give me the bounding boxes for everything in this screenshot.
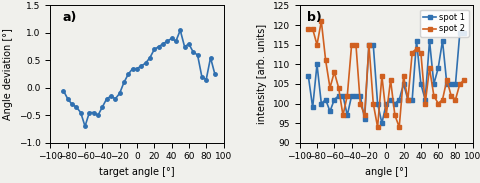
spot 2	[431, 95, 437, 97]
spot 2	[409, 51, 415, 54]
spot 2	[414, 48, 420, 50]
spot 2	[349, 44, 355, 46]
spot 1	[414, 40, 420, 42]
spot 2	[396, 126, 402, 128]
spot 2	[392, 114, 398, 116]
spot 1	[396, 98, 402, 101]
spot 2	[422, 102, 428, 105]
spot 2	[340, 114, 346, 116]
spot 1	[345, 114, 350, 116]
spot 1	[453, 83, 458, 85]
spot 1	[461, 32, 467, 34]
spot 2	[366, 44, 372, 46]
spot 2	[461, 79, 467, 81]
spot 1	[405, 98, 411, 101]
spot 2	[401, 75, 407, 77]
spot 1	[379, 122, 385, 124]
spot 1	[318, 102, 324, 105]
spot 1	[340, 95, 346, 97]
spot 1	[371, 44, 376, 46]
spot 1	[392, 102, 398, 105]
spot 1	[305, 75, 311, 77]
spot 1	[448, 83, 454, 85]
spot 2	[314, 44, 320, 46]
spot 1	[310, 106, 315, 109]
Y-axis label: Angle deviation [°]: Angle deviation [°]	[3, 28, 13, 120]
spot 2	[305, 28, 311, 30]
spot 1	[323, 98, 328, 101]
Text: b): b)	[307, 11, 321, 24]
spot 2	[358, 102, 363, 105]
spot 2	[310, 28, 315, 30]
spot 1	[444, 83, 450, 85]
spot 2	[362, 114, 368, 116]
spot 2	[405, 98, 411, 101]
spot 1	[427, 40, 432, 42]
spot 1	[422, 98, 428, 101]
spot 2	[440, 98, 445, 101]
spot 2	[435, 102, 441, 105]
spot 1	[388, 98, 394, 101]
spot 1	[353, 95, 359, 97]
spot 2	[384, 114, 389, 116]
spot 2	[327, 87, 333, 89]
spot 1	[362, 118, 368, 120]
spot 2	[336, 87, 341, 89]
spot 2	[418, 51, 424, 54]
Line: spot 2: spot 2	[307, 19, 466, 129]
spot 1	[314, 63, 320, 65]
spot 2	[444, 79, 450, 81]
spot 2	[448, 95, 454, 97]
X-axis label: target angle [°]: target angle [°]	[99, 167, 175, 177]
spot 1	[349, 95, 355, 97]
spot 1	[384, 102, 389, 105]
Text: a): a)	[62, 11, 77, 24]
spot 1	[418, 83, 424, 85]
spot 1	[457, 32, 463, 34]
X-axis label: angle [°]: angle [°]	[365, 167, 408, 177]
spot 2	[453, 98, 458, 101]
spot 2	[371, 102, 376, 105]
spot 2	[345, 95, 350, 97]
spot 1	[409, 98, 415, 101]
spot 1	[431, 83, 437, 85]
spot 1	[401, 83, 407, 85]
spot 1	[375, 102, 381, 105]
spot 1	[435, 67, 441, 69]
spot 1	[366, 44, 372, 46]
spot 1	[336, 95, 341, 97]
spot 2	[375, 126, 381, 128]
spot 2	[323, 59, 328, 61]
Line: spot 1: spot 1	[307, 31, 466, 125]
spot 1	[358, 95, 363, 97]
spot 2	[427, 67, 432, 69]
spot 1	[327, 110, 333, 113]
spot 2	[379, 75, 385, 77]
Y-axis label: intensity [arb. units]: intensity [arb. units]	[257, 24, 267, 124]
spot 1	[331, 98, 337, 101]
Legend: spot 1, spot 2: spot 1, spot 2	[420, 10, 468, 37]
spot 2	[388, 79, 394, 81]
spot 2	[353, 44, 359, 46]
spot 2	[318, 20, 324, 22]
spot 2	[331, 71, 337, 73]
spot 2	[457, 83, 463, 85]
spot 1	[440, 40, 445, 42]
